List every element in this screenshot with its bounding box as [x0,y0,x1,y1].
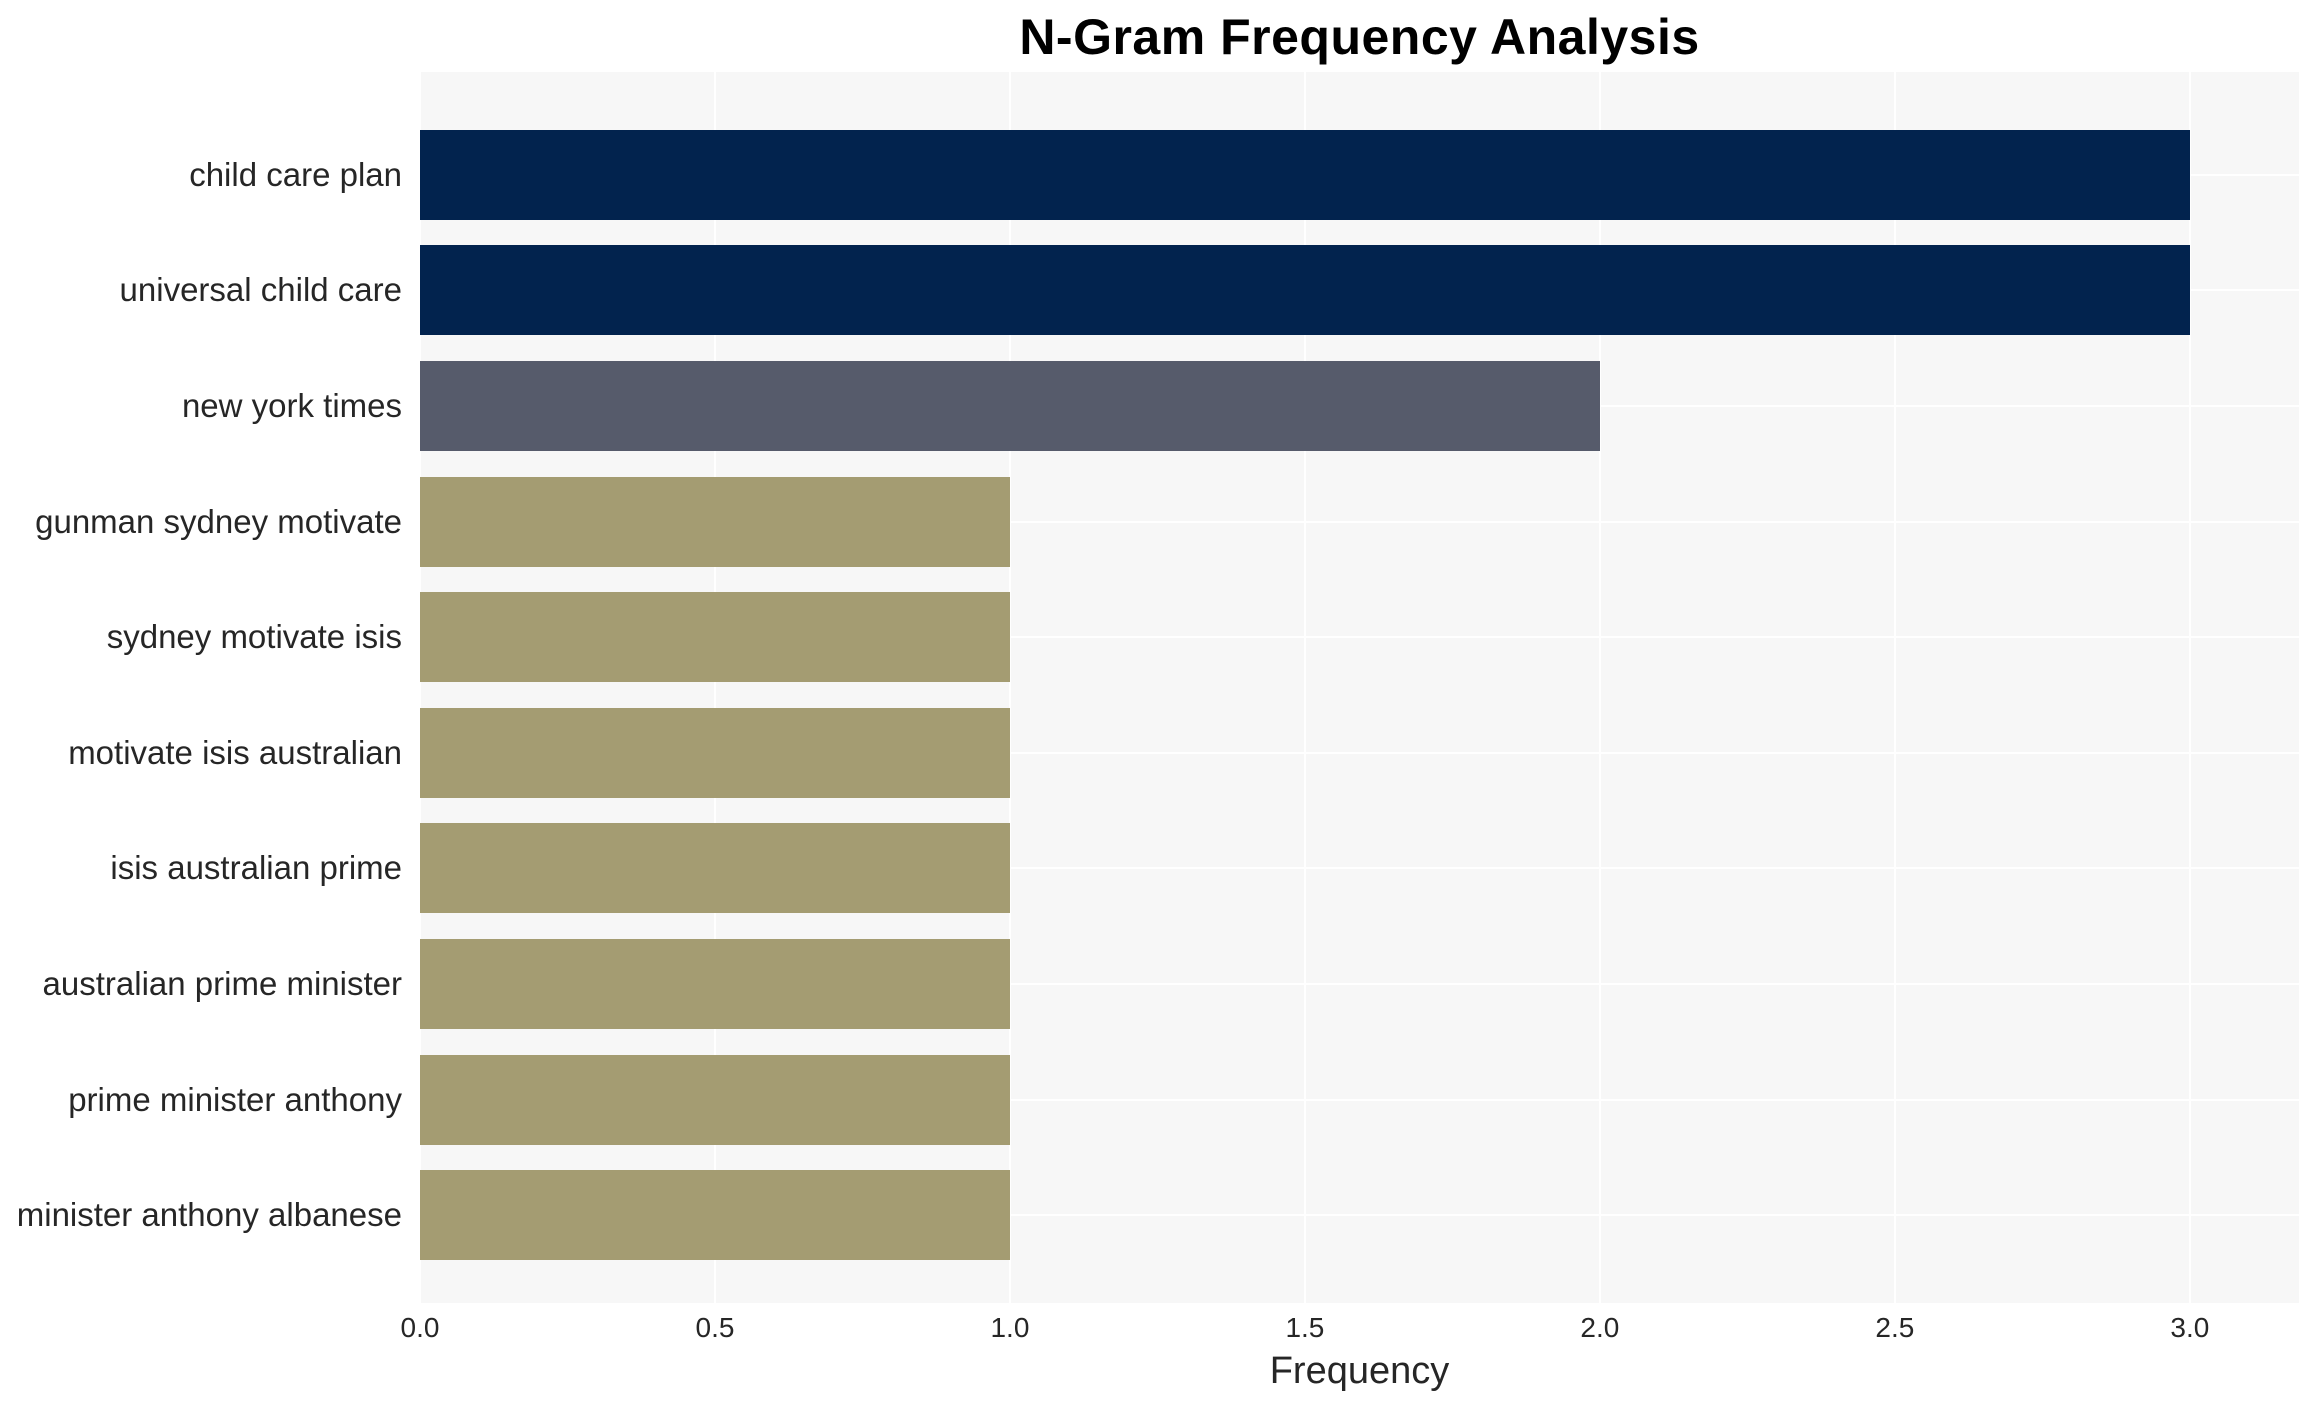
bar-track [420,117,2299,233]
x-tick-label: 0.5 [695,1312,735,1343]
h-gridline [420,751,2299,754]
bar-track [420,1042,2299,1158]
x-tick-label: 3.0 [2170,1312,2210,1343]
bar-track [420,464,2299,580]
bar-track [420,233,2299,349]
category-label: australian prime minister [42,964,402,1002]
h-gridline [420,867,2299,870]
bar [420,129,2190,220]
h-gridline [420,982,2299,985]
h-gridline [420,636,2299,639]
bar-row: new york times [0,348,2299,464]
bar [420,245,2190,336]
bar-track [420,811,2299,927]
category-label: minister anthony albanese [16,1196,402,1234]
category-label: prime minister anthony [68,1080,402,1118]
bar-row: sydney motivate isis [0,579,2299,695]
x-tick-label: 2.0 [1580,1312,1620,1343]
v-gridline [1008,72,1011,1303]
x-tick-label: 1.5 [1285,1312,1325,1343]
h-gridline [420,1098,2299,1101]
bar-track [420,579,2299,695]
h-gridline [420,1214,2299,1217]
bar [420,476,1010,567]
category-label: gunman sydney motivate [35,502,402,540]
bar-rows: child care plan universal child care new y… [0,72,2299,1303]
v-gridline [1893,72,1896,1303]
x-tick-label: 1.0 [990,1312,1030,1343]
bar-row: australian prime minister [0,926,2299,1042]
bar [420,707,1010,798]
chart-title: N-Gram Frequency Analysis [1019,9,1700,65]
h-gridline [420,520,2299,523]
category-label: child care plan [189,155,402,193]
x-tick-label: 0.0 [400,1312,440,1343]
bar-track [420,926,2299,1042]
category-label: isis australian prime [110,849,402,887]
category-label: motivate isis australian [68,733,402,771]
v-gridline [2188,72,2191,1303]
v-gridline [713,72,716,1303]
bar [420,360,1600,451]
bar-track [420,695,2299,811]
bar-row: gunman sydney motivate [0,464,2299,580]
x-tick-label: 2.5 [1875,1312,1915,1343]
bar-row: child care plan [0,117,2299,233]
bar [420,1054,1010,1145]
v-gridline [419,72,421,1303]
bar [420,592,1010,683]
bar [420,823,1010,914]
category-label: sydney motivate isis [106,618,402,656]
bar-track [420,348,2299,464]
bar-track [420,1157,2299,1273]
v-gridline [1303,72,1306,1303]
bar [420,938,1010,1029]
bar [420,1170,1010,1261]
bar-row: universal child care [0,233,2299,349]
x-axis-ticks: 0.0 0.5 1.0 1.5 2.0 2.5 3.0 [401,1312,2299,1352]
x-axis-label: Frequency [1269,1350,1450,1392]
category-label: new york times [181,386,402,424]
category-label: universal child care [119,271,402,309]
bar-row: motivate isis australian [0,695,2299,811]
bar-row: isis australian prime [0,811,2299,927]
bar-row: minister anthony albanese [0,1157,2299,1273]
bar-row: prime minister anthony [0,1042,2299,1158]
v-gridline [1598,72,1601,1303]
